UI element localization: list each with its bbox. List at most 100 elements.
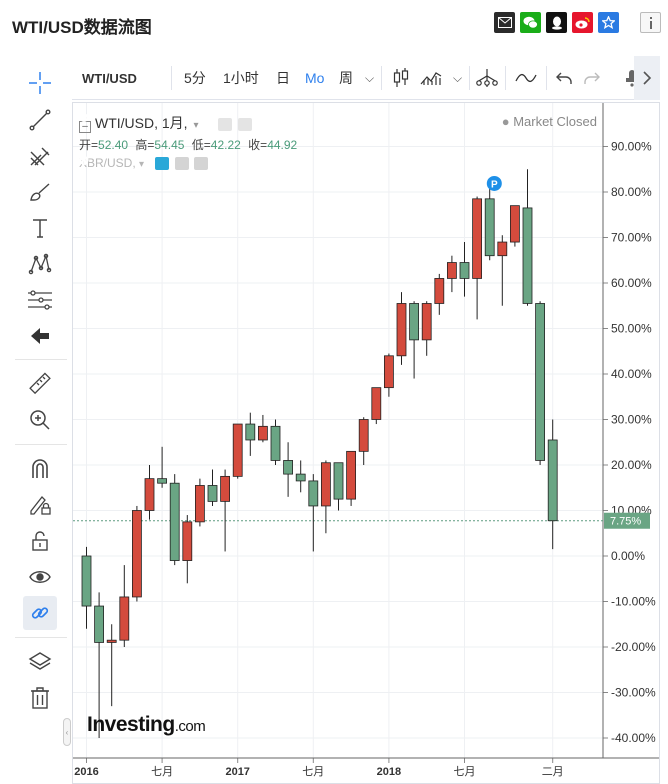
redo-icon[interactable]: [584, 56, 600, 100]
unlock-icon[interactable]: [23, 524, 57, 558]
interval-day[interactable]: 日: [276, 70, 290, 86]
close-label: 收=: [248, 138, 268, 152]
compare-symbol: XBR/USD,: [79, 156, 136, 170]
candle-body: [295, 473, 306, 482]
candle-body: [245, 423, 256, 441]
candle-body: [257, 425, 268, 441]
close-icon[interactable]: [79, 156, 209, 171]
compare-icon[interactable]: [475, 56, 499, 100]
candle-body: [232, 423, 243, 477]
pitchfork-icon[interactable]: [23, 139, 57, 173]
event-marker-label: P: [491, 179, 498, 190]
interval-5m[interactable]: 5分: [184, 70, 206, 86]
candle-body: [195, 485, 205, 523]
candle: [421, 301, 432, 356]
chart-area[interactable]: 90.00% 80.00% 70.00% 60.00% 50.00% 40.00% 30.0…: [72, 102, 660, 784]
link-icon[interactable]: [23, 596, 57, 630]
chevron-down-icon[interactable]: ⌵: [365, 70, 375, 85]
current-value-badge: [604, 512, 650, 529]
legend-symbol: WTI/USD, 1月,: [95, 115, 188, 131]
candle: [81, 546, 92, 629]
x-tick-label: 二月: [542, 766, 564, 778]
qq-icon[interactable]: [546, 12, 567, 33]
candle-body: [409, 303, 420, 341]
candle: [308, 474, 319, 552]
weibo-icon[interactable]: [572, 12, 593, 33]
candle: [169, 474, 180, 566]
investing-logo: Investing.com: [87, 713, 206, 737]
magnet-icon[interactable]: [23, 452, 57, 486]
favorite-icon[interactable]: [598, 12, 619, 33]
trash-icon[interactable]: [23, 681, 57, 715]
candle: [371, 387, 382, 425]
candle-body: [308, 480, 319, 507]
settings-icon[interactable]: [79, 156, 189, 171]
layers-icon[interactable]: [23, 645, 57, 679]
eye-icon[interactable]: [79, 156, 170, 171]
ruler-icon[interactable]: [23, 367, 57, 401]
y-tick-label: 0.00%: [611, 549, 645, 563]
logo-suffix: .com: [174, 718, 206, 735]
eye-icon[interactable]: [23, 560, 57, 594]
candle: [132, 505, 142, 602]
candle: [522, 169, 533, 306]
candle: [459, 242, 470, 297]
fibonacci-icon[interactable]: [23, 283, 57, 317]
y-tick-label: 70.00%: [611, 231, 652, 245]
camera-icon[interactable]: [625, 56, 639, 100]
x-tick-label: 七月: [454, 765, 476, 778]
indicators-icon[interactable]: [420, 56, 442, 100]
candle-body: [106, 639, 117, 643]
symbol-selector[interactable]: WTI/USD: [82, 70, 137, 86]
candle-body: [157, 478, 167, 484]
interval-week[interactable]: 周: [339, 70, 353, 86]
candle-body: [509, 205, 520, 243]
toolbar-scroll-right[interactable]: [634, 56, 660, 100]
candle-body: [270, 425, 281, 461]
undo-icon[interactable]: [556, 56, 572, 100]
candle: [509, 205, 520, 247]
wave-icon[interactable]: [515, 56, 537, 100]
candlestick-type-icon[interactable]: [393, 56, 409, 100]
candlestick-chart[interactable]: 90.00% 80.00% 70.00% 60.00% 50.00% 40.00% 30.0…: [73, 103, 660, 784]
candle-body: [283, 460, 294, 475]
candle: [320, 460, 331, 534]
candle: [195, 478, 205, 527]
candle-body: [472, 198, 483, 279]
x-tick-label: 2017: [225, 766, 249, 778]
candle: [333, 462, 344, 511]
open-value: 52.40: [98, 138, 129, 152]
wechat-icon[interactable]: [520, 12, 541, 33]
settings-icon[interactable]: [79, 113, 253, 131]
candle-body: [459, 262, 470, 279]
y-tick-label: 90.00%: [611, 140, 652, 154]
high-value: 54.45: [154, 138, 185, 152]
interval-month[interactable]: Mo: [305, 70, 325, 86]
eye-icon[interactable]: [79, 113, 233, 131]
candle: [383, 353, 394, 397]
text-tool-icon[interactable]: [23, 211, 57, 245]
brush-icon[interactable]: [23, 175, 57, 209]
candle: [245, 412, 256, 456]
trend-line-icon[interactable]: [23, 103, 57, 137]
candle-body: [535, 303, 546, 461]
candle-body: [547, 439, 558, 522]
arrow-back-icon[interactable]: [23, 319, 57, 353]
candle-body: [434, 278, 445, 304]
chevron-down-icon[interactable]: ▾: [139, 159, 145, 170]
sidebar-collapse-handle[interactable]: ‹: [63, 718, 71, 746]
zoom-in-icon[interactable]: [23, 403, 57, 437]
y-tick-label: -20.00%: [611, 640, 656, 654]
info-icon[interactable]: [640, 12, 661, 33]
y-tick-label: 20.00%: [611, 458, 652, 472]
interval-1h[interactable]: 1小时: [223, 70, 259, 86]
lock-drawing-icon[interactable]: [23, 488, 57, 522]
candle-body: [333, 462, 344, 500]
crosshair-icon[interactable]: [23, 66, 57, 100]
y-tick-label: 30.00%: [611, 413, 652, 427]
candle-body: [94, 605, 105, 643]
chevron-down-icon[interactable]: ▾: [193, 120, 199, 131]
email-icon[interactable]: [494, 12, 515, 33]
chevron-down-icon[interactable]: ⌵: [453, 70, 463, 85]
pattern-icon[interactable]: [23, 247, 57, 281]
